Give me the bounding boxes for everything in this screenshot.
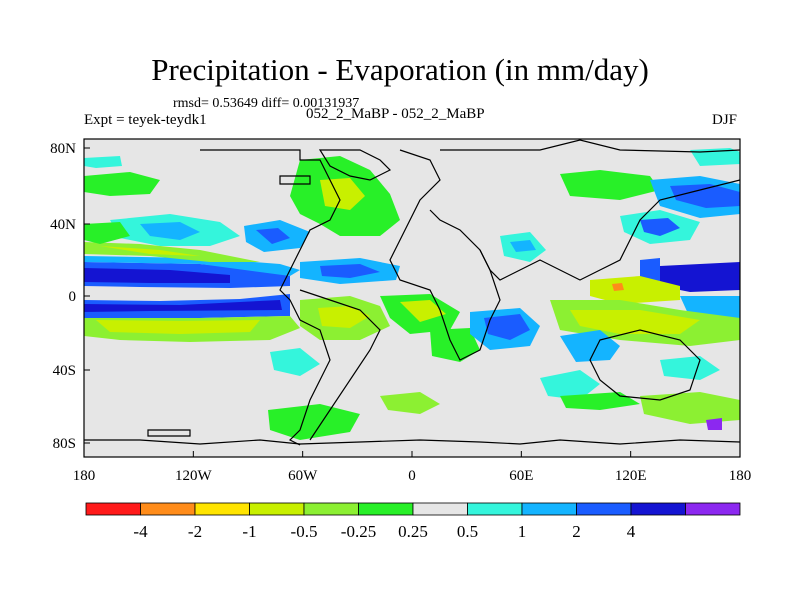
- tropical-light-band-west-north: [84, 256, 300, 276]
- colorbar-label: -4: [133, 522, 148, 541]
- y-axis: 80N 40N 0 40S 80S: [50, 141, 90, 452]
- colorbar-swatch: [194, 502, 250, 516]
- colorbar-swatch: [358, 502, 414, 516]
- south-america-dry-core: [318, 306, 370, 328]
- asia-green: [560, 170, 660, 200]
- coast-australia: [589, 329, 701, 401]
- coast-arctic-island: [279, 175, 311, 185]
- indian-ocean-wet-core: [484, 314, 530, 340]
- tropical-strong-band-west-north: [84, 268, 230, 283]
- southern-ocean-green-atlantic: [268, 404, 360, 440]
- colorbar-label: -1: [242, 522, 256, 541]
- coast-south-america-east: [299, 289, 381, 441]
- coast-asia: [440, 139, 740, 153]
- map-field: [84, 139, 740, 457]
- x-tick-label: 180: [729, 468, 752, 484]
- colorbar-label: 1: [518, 522, 527, 541]
- arabian-wet-core: [510, 240, 536, 252]
- x-tick-label: 120E: [615, 468, 647, 484]
- x-axis: 180 120W 60W 0 60E 120E 180: [73, 451, 752, 484]
- north-america-wet-core: [256, 228, 290, 244]
- coast-greenland: [318, 149, 392, 181]
- y-tick-label: 80N: [50, 141, 76, 157]
- y-tick-label: 40S: [53, 363, 76, 379]
- x-tick-label: 0: [408, 468, 416, 484]
- west-pacific-dry-band: [590, 276, 680, 304]
- season-label: DJF: [712, 112, 738, 128]
- colorbar-swatch: [630, 502, 686, 516]
- africa-dry: [430, 328, 480, 362]
- coastlines: [84, 139, 740, 446]
- australia-wet: [560, 330, 620, 362]
- north-atlantic-dry-core: [320, 178, 365, 210]
- coast-north-america: [200, 149, 341, 446]
- y-tick-label: 80S: [53, 436, 76, 452]
- north-pacific-green-patch: [84, 222, 130, 244]
- run-label: 052_2_MaBP - 052_2_MaBP: [306, 106, 485, 122]
- colorbar: -4 -2 -1 -0.5 -0.25 0.25 0.5 1 2 4: [85, 502, 741, 541]
- colorbar-swatch: [685, 502, 741, 516]
- x-tick-label: 180: [73, 468, 96, 484]
- east-asia-wet-core: [640, 218, 680, 236]
- arctic-wet-east: [690, 148, 740, 166]
- plot-title: Precipitation - Evaporation (in mm/day): [151, 52, 649, 87]
- colorbar-swatch: [576, 502, 632, 516]
- x-tick-label: 60W: [288, 468, 318, 484]
- south-pacific-dry-core-east: [570, 310, 700, 334]
- colorbar-swatch: [521, 502, 577, 516]
- colorbar-swatch: [249, 502, 305, 516]
- y-tick-label: 0: [69, 289, 77, 305]
- south-atlantic-wet: [270, 348, 320, 376]
- colorbar-label: 2: [572, 522, 581, 541]
- south-indian-ocean-wet: [540, 370, 600, 400]
- north-pacific-wet-east-core: [670, 184, 740, 208]
- west-pacific-dry-red-spot: [612, 283, 624, 291]
- west-pacific-wet-north: [660, 262, 740, 292]
- subtropic-dry-core-north-pacific: [100, 246, 200, 256]
- coast-east-asia: [479, 179, 740, 281]
- x-tick-label: 60E: [509, 468, 533, 484]
- tropical-strong-band-west-south: [84, 300, 282, 312]
- coast-antarctica: [84, 439, 740, 445]
- subtropic-dry-core-south-pacific: [96, 320, 260, 334]
- experiment-label: Expt = teyek-teydk1: [84, 112, 207, 128]
- colorbar-swatch: [140, 502, 196, 516]
- colorbar-swatch: [412, 502, 468, 516]
- stats-label: rmsd= 0.53649 diff= 0.00131937: [173, 96, 360, 111]
- high-latitude-green-west: [84, 172, 160, 196]
- colorbar-label: -0.25: [341, 522, 376, 541]
- atlantic-itcz-core: [320, 264, 380, 278]
- arctic-wet-west: [84, 156, 122, 168]
- south-atlantic-dry-core: [400, 300, 446, 322]
- southern-ocean-dry-east: [640, 392, 740, 424]
- colorbar-swatch: [467, 502, 523, 516]
- colorbar-label: 0.25: [398, 522, 428, 541]
- colorbar-swatch: [303, 502, 359, 516]
- colorbar-swatch: [85, 502, 141, 516]
- coast-antarctic-island: [147, 429, 191, 437]
- southern-ocean-dry-patch: [380, 392, 440, 414]
- colorbar-label: -0.5: [291, 522, 318, 541]
- colorbar-label: 4: [627, 522, 636, 541]
- x-tick-label: 120W: [175, 468, 213, 484]
- y-tick-label: 40N: [50, 217, 76, 233]
- southern-ocean-wet-east: [660, 356, 720, 380]
- antarctic-wet-east: [706, 418, 722, 430]
- colorbar-label: -2: [188, 522, 202, 541]
- colorbar-label: 0.5: [457, 522, 478, 541]
- north-pacific-storm-core: [140, 222, 200, 240]
